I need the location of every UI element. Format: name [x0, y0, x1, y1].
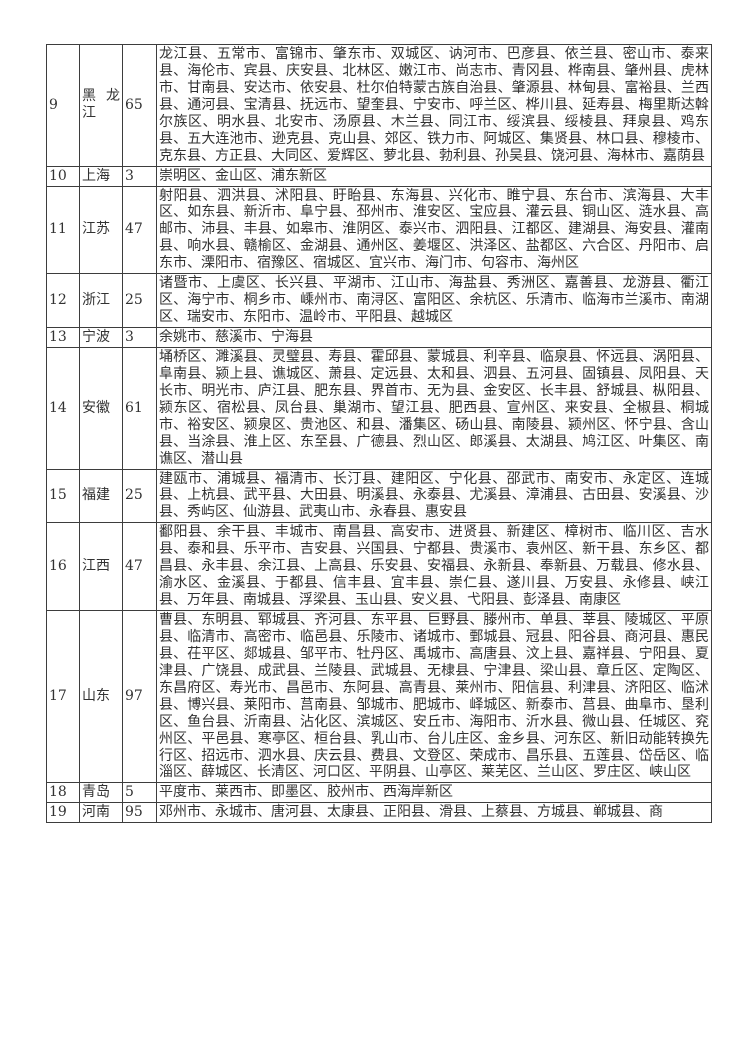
county-count: 97	[122, 609, 157, 784]
table-row: 15 福建 25 建瓯市、浦城县、福清市、长汀县、建阳区、宁化县、邵武市、南安市、永定…	[46, 468, 712, 524]
province-name: 黑龙江	[79, 44, 123, 167]
county-list: 余姚市、慈溪市、宁海县	[156, 327, 712, 348]
row-number: 15	[46, 468, 80, 524]
table-row: 11 江苏 47 射阳县、泗洪县、沭阳县、盱眙县、东海县、兴化市、睢宁县、东台市、滨海…	[46, 185, 712, 275]
row-number: 13	[46, 327, 80, 348]
county-count: 47	[122, 522, 157, 611]
province-name: 青岛	[79, 782, 123, 804]
table-row: 13 宁波 3 余姚市、慈溪市、宁海县	[46, 327, 712, 348]
province-name: 浙江	[79, 273, 123, 328]
county-list: 诸暨市、上虞区、长兴县、平湖市、江山市、海盐县、秀洲区、嘉善县、龙游县、衢江区、…	[156, 273, 712, 328]
row-number: 10	[46, 165, 80, 187]
table-row: 9 黑龙江 65 龙江县、五常市、富锦市、肇东市、双城区、讷河市、巴彦县、依兰县、密山…	[46, 44, 712, 167]
province-name: 宁波	[79, 327, 123, 348]
row-number: 18	[46, 782, 80, 804]
county-count: 3	[122, 327, 157, 348]
province-name: 江苏	[79, 185, 123, 275]
province-name: 安徽	[79, 346, 123, 470]
county-table: 9 黑龙江 65 龙江县、五常市、富锦市、肇东市、双城区、讷河市、巴彦县、依兰县、密山…	[46, 44, 712, 824]
row-number: 17	[46, 609, 80, 784]
table-row: 10 上海 3 崇明区、金山区、浦东新区	[46, 165, 712, 187]
table-row: 14 安徽 61 埇桥区、濉溪县、灵璧县、寿县、霍邱县、蒙城县、利辛县、临泉县、怀远县…	[46, 346, 712, 470]
county-list: 邓州市、永城市、唐河县、太康县、正阳县、滑县、上蔡县、方城县、郸城县、商	[156, 802, 712, 824]
county-count: 5	[122, 782, 157, 804]
row-number: 11	[46, 185, 80, 275]
county-list: 龙江县、五常市、富锦市、肇东市、双城区、讷河市、巴彦县、依兰县、密山市、泰来县、…	[156, 44, 712, 167]
table-row: 16 江西 47 鄱阳县、余干县、丰城市、南昌县、高安市、进贤县、新建区、樟树市、临川…	[46, 522, 712, 611]
province-name: 福建	[79, 468, 123, 524]
county-list: 崇明区、金山区、浦东新区	[156, 165, 712, 187]
province-name: 山东	[79, 609, 123, 784]
table-row: 17 山东 97 曹县、东明县、郓城县、齐河县、东平县、巨野县、滕州市、单县、莘县、陵…	[46, 609, 712, 784]
province-name: 上海	[79, 165, 123, 187]
county-count: 95	[122, 802, 157, 824]
province-name: 江西	[79, 522, 123, 611]
county-list: 射阳县、泗洪县、沭阳县、盱眙县、东海县、兴化市、睢宁县、东台市、滨海县、大丰区、…	[156, 185, 712, 275]
county-count: 47	[122, 185, 157, 275]
row-number: 12	[46, 273, 80, 328]
county-list: 曹县、东明县、郓城县、齐河县、东平县、巨野县、滕州市、单县、莘县、陵城区、平原县…	[156, 609, 712, 784]
county-count: 25	[122, 273, 157, 328]
county-count: 25	[122, 468, 157, 524]
county-list: 埇桥区、濉溪县、灵璧县、寿县、霍邱县、蒙城县、利辛县、临泉县、怀远县、涡阳县、阜…	[156, 346, 712, 470]
table-row: 19 河南 95 邓州市、永城市、唐河县、太康县、正阳县、滑县、上蔡县、方城县、郸城县…	[46, 802, 712, 824]
table-body: 9 黑龙江 65 龙江县、五常市、富锦市、肇东市、双城区、讷河市、巴彦县、依兰县、密山…	[46, 44, 712, 824]
row-number: 14	[46, 346, 80, 470]
county-list: 建瓯市、浦城县、福清市、长汀县、建阳区、宁化县、邵武市、南安市、永定区、连城县、…	[156, 468, 712, 524]
row-number: 9	[46, 44, 80, 167]
row-number: 19	[46, 802, 80, 824]
county-count: 61	[122, 346, 157, 470]
county-count: 65	[122, 44, 157, 167]
table-row: 12 浙江 25 诸暨市、上虞区、长兴县、平湖市、江山市、海盐县、秀洲区、嘉善县、龙游…	[46, 273, 712, 328]
county-list: 鄱阳县、余干县、丰城市、南昌县、高安市、进贤县、新建区、樟树市、临川区、吉水县、…	[156, 522, 712, 611]
province-name: 河南	[79, 802, 123, 824]
row-number: 16	[46, 522, 80, 611]
county-count: 3	[122, 165, 157, 187]
county-list: 平度市、莱西市、即墨区、胶州市、西海岸新区	[156, 782, 712, 804]
table-row: 18 青岛 5 平度市、莱西市、即墨区、胶州市、西海岸新区	[46, 782, 712, 804]
